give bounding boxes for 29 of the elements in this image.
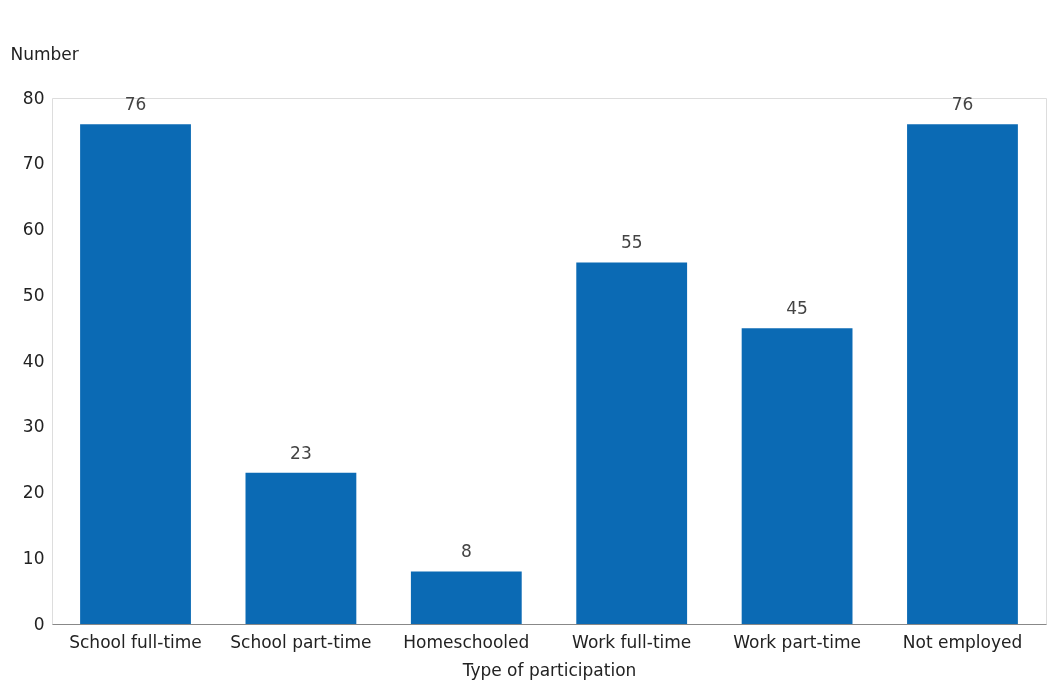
bar	[741, 328, 853, 624]
y-tick-label: 40	[22, 350, 45, 371]
data-label: 76	[951, 94, 974, 115]
data-label: 45	[786, 298, 808, 319]
x-axis-title: Type of participation	[461, 659, 637, 680]
y-tick-label: 80	[22, 87, 45, 108]
x-tick-label: Not employed	[902, 631, 1023, 652]
bar	[907, 124, 1018, 624]
y-tick-label: 30	[22, 416, 45, 437]
bar	[576, 262, 688, 624]
x-tick-label: Work full-time	[572, 631, 692, 652]
y-tick-label: 0	[33, 613, 45, 634]
y-tick-label: 10	[22, 547, 45, 568]
x-tick-label: School full-time	[69, 631, 202, 652]
y-axis-title: Number	[10, 43, 79, 64]
data-label: 55	[620, 232, 643, 253]
data-label: 76	[124, 94, 147, 115]
data-label: 23	[290, 442, 312, 463]
bar	[80, 124, 191, 624]
x-tick-label: Homeschooled	[403, 631, 530, 652]
x-tick-label: School part-time	[230, 631, 372, 652]
bar	[245, 472, 357, 624]
bar	[410, 571, 522, 624]
data-label: 8	[460, 541, 472, 562]
y-tick-label: 50	[22, 284, 45, 305]
x-tick-label: Work part-time	[733, 631, 862, 652]
y-tick-label: 70	[22, 153, 45, 174]
y-tick-label: 60	[22, 219, 45, 239]
y-tick-label: 20	[22, 482, 45, 502]
